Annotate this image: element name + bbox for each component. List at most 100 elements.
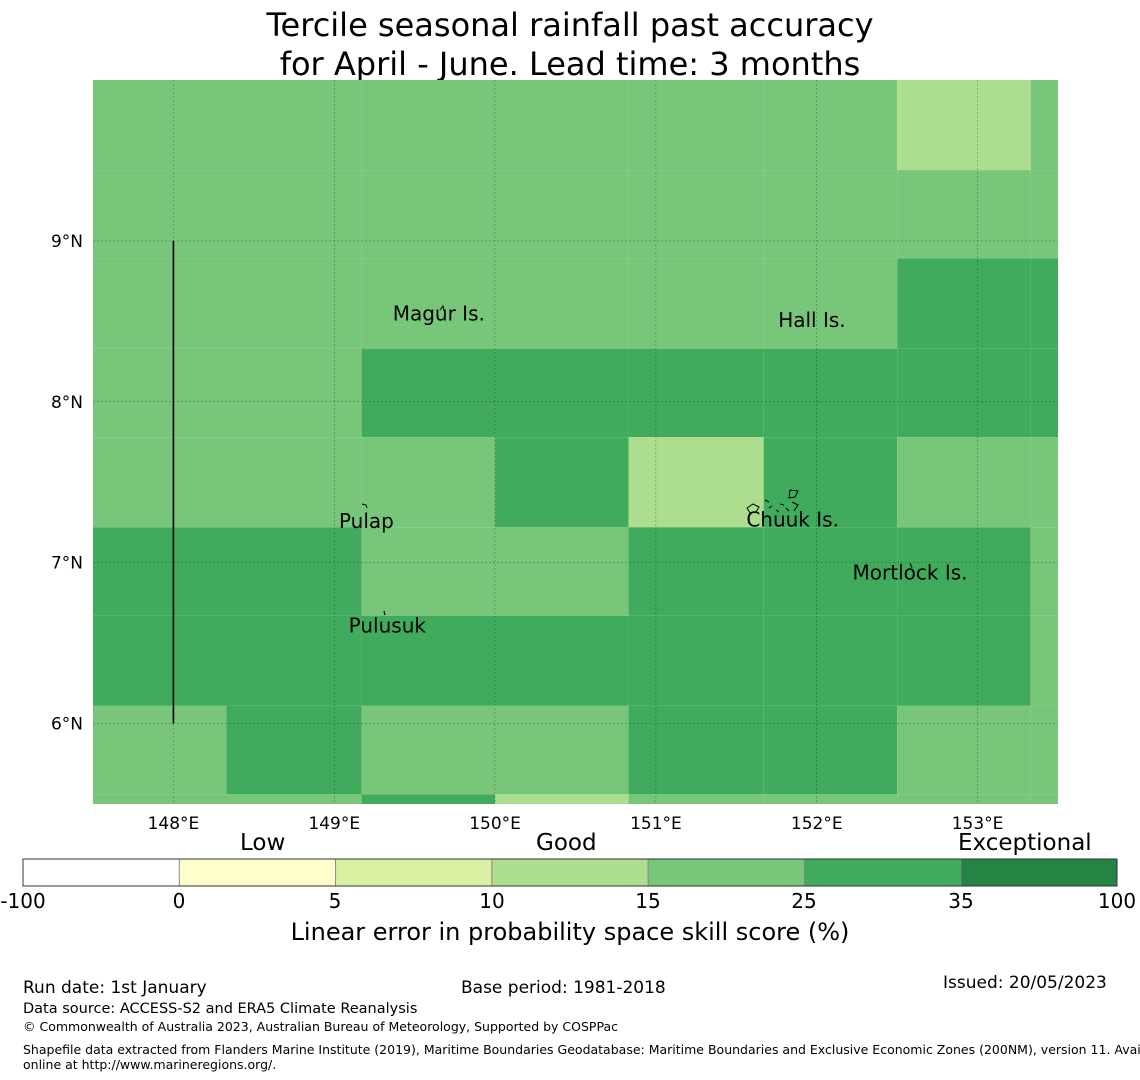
skill-cell <box>1030 527 1058 616</box>
chart-title-line-1: Tercile seasonal rainfall past accuracy <box>266 6 874 44</box>
skill-cell <box>763 80 898 171</box>
legend-category-good: Good <box>536 830 597 856</box>
colorbar-swatch <box>648 859 805 886</box>
data-source: Data source: ACCESS-S2 and ERA5 Climate … <box>23 1001 418 1017</box>
latitude-tick-label: 8°N <box>51 393 83 413</box>
skill-cell <box>361 705 496 795</box>
skill-cell <box>897 348 1031 438</box>
place-label: Pulusuk <box>349 614 427 638</box>
skill-cell <box>1030 437 1058 528</box>
place-label: Magur Is. <box>393 301 485 325</box>
skill-cell <box>495 527 629 616</box>
skill-cell <box>226 615 362 706</box>
run-date: Run date: 1st January <box>23 978 207 998</box>
magur-island-outline <box>439 304 445 312</box>
skill-cell <box>495 170 629 259</box>
skill-cell <box>628 705 764 795</box>
skill-cell <box>93 437 227 528</box>
skill-cell <box>1030 258 1058 349</box>
skill-cell <box>1030 170 1058 259</box>
colorbar-swatch <box>804 859 961 886</box>
skill-cell <box>897 258 1031 349</box>
skill-cell <box>763 437 898 528</box>
skill-cell <box>361 348 496 438</box>
colorbar-tick-label: 100 <box>1097 889 1137 913</box>
skill-cell <box>897 170 1031 259</box>
shapefile-credit-line-1: Shapefile data extracted from Flanders M… <box>23 1042 1140 1057</box>
chuuk-lagoon-outline <box>746 489 799 514</box>
colorbar-tick-label: -100 <box>0 889 46 913</box>
place-labels: Magur Is. Hall Is. Pulap Chuuk Is. Mortlock … <box>339 301 968 637</box>
skill-cell <box>226 348 362 438</box>
legend-category-exceptional: Exceptional <box>958 830 1092 856</box>
skill-cell <box>361 258 496 349</box>
skill-cell <box>226 437 362 528</box>
skill-cell <box>226 80 362 171</box>
pulap-island-outline <box>361 503 368 509</box>
skill-cell <box>1030 705 1058 795</box>
axis-tick-labels: 148°E 149°E 150°E 151°E 152°E 153°E 9°N 8°N 7°N 6… <box>51 232 1003 834</box>
colorbar-tick-label: 15 <box>635 889 661 913</box>
latitude-tick-label: 6°N <box>51 715 83 735</box>
mortlock-island-outline <box>909 562 913 569</box>
skill-cell <box>763 258 898 349</box>
colorbar-swatch <box>491 859 649 886</box>
chart-title-line-2: for April - June. Lead time: 3 months <box>279 45 861 83</box>
skill-cell <box>763 170 898 259</box>
skill-cell <box>897 705 1031 795</box>
skill-cell <box>763 615 898 706</box>
skill-cell <box>93 527 227 616</box>
skill-cell <box>763 705 898 795</box>
shapefile-credit-line-2: online at http://www.marineregions.org/. <box>23 1057 277 1072</box>
colorbar-swatch <box>960 859 1117 886</box>
skill-cell <box>495 437 629 528</box>
colorbar-swatch <box>23 859 180 886</box>
skill-cell <box>361 170 496 259</box>
place-label: Hall Is. <box>778 308 845 332</box>
colorbar-tick-label: 10 <box>479 889 505 913</box>
colorbar-tick-label: 5 <box>328 889 342 913</box>
pulusuk-island-outline <box>383 610 386 616</box>
skill-cell <box>226 794 362 804</box>
skill-cell <box>628 80 764 171</box>
graticule <box>93 80 1058 804</box>
skill-cell <box>226 170 362 259</box>
island-outlines <box>361 304 913 616</box>
skill-cell <box>897 437 1031 528</box>
skill-cell <box>628 437 764 528</box>
skill-cell <box>361 80 496 171</box>
longitude-tick-label: 148°E <box>148 814 200 834</box>
skill-cell <box>628 615 764 706</box>
base-period: Base period: 1981-2018 <box>461 978 666 998</box>
longitude-tick-label: 152°E <box>791 814 843 834</box>
longitude-tick-label: 150°E <box>469 814 521 834</box>
skill-cell <box>495 615 629 706</box>
colorbar-tick-label: 0 <box>172 889 186 913</box>
skill-cell <box>361 615 496 706</box>
colorbar-swatch <box>335 859 492 886</box>
skill-grid <box>93 80 1058 804</box>
colorbar-swatch <box>179 859 336 886</box>
skill-cell <box>495 80 629 171</box>
colorbar-tick-label: 35 <box>948 889 974 913</box>
colorbar <box>22 858 1118 887</box>
latitude-tick-label: 7°N <box>51 554 83 574</box>
skill-cell <box>226 527 362 616</box>
skill-cell <box>763 348 898 438</box>
skill-cell <box>93 705 227 795</box>
colorbar-frame <box>22 858 1118 887</box>
skill-cell <box>1030 794 1058 804</box>
skill-cell <box>93 80 227 171</box>
skill-cell <box>226 258 362 349</box>
skill-cell <box>361 527 496 616</box>
legend-category-low: Low <box>240 830 286 856</box>
longitude-tick-label: 153°E <box>952 814 1004 834</box>
skill-cell <box>628 348 764 438</box>
skill-cell <box>226 705 362 795</box>
skill-cell <box>628 170 764 259</box>
colorbar-label: Linear error in probability space skill … <box>290 918 850 946</box>
skill-cell <box>93 170 227 259</box>
skill-cell <box>495 705 629 795</box>
skill-cell <box>628 794 764 804</box>
